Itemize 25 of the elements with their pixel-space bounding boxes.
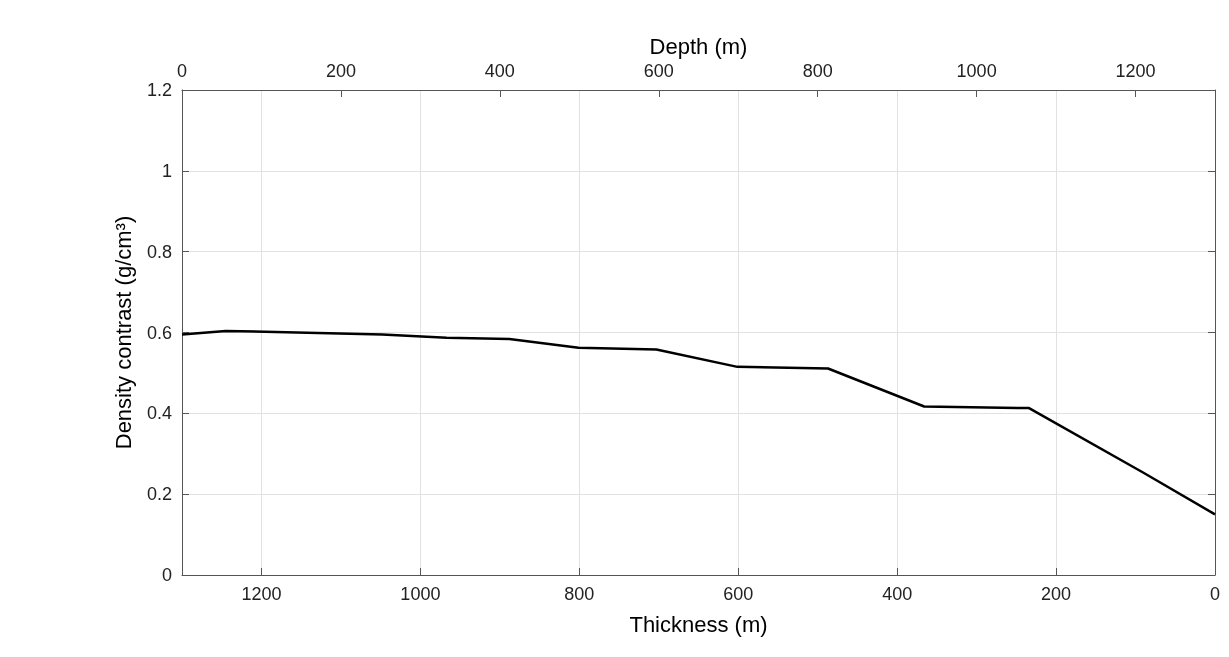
x2-axis-title: Depth (m)	[649, 33, 748, 59]
x2-tick-label: 0	[176, 61, 188, 81]
y-tick-label: 0.6	[146, 322, 172, 343]
line-series	[180, 329, 1217, 516]
x-tick-label: 200	[1041, 584, 1072, 604]
x2-tick-label: 800	[802, 61, 833, 81]
x-axis-title: Thickness (m)	[629, 611, 768, 637]
y-tick-label: 1.2	[146, 80, 172, 100]
y-tick-label: 0.8	[146, 241, 172, 262]
x2-tick-label: 600	[643, 61, 674, 81]
x-tick-label: 800	[564, 584, 595, 604]
x-tick-label: 1200	[241, 584, 282, 604]
x2-tick-label: 1000	[956, 61, 997, 81]
x-tick-label: 600	[723, 584, 754, 604]
x-tick-label: 1000	[400, 584, 441, 604]
x-tick-label: 400	[882, 584, 913, 604]
x-tick-label: 0	[1209, 584, 1221, 604]
y-tick-label: 0.4	[146, 403, 172, 424]
y-axis-title: Density contrast (g/cm³)	[110, 215, 136, 450]
y-tick-label: 0.2	[146, 484, 172, 505]
x2-tick-label: 400	[484, 61, 515, 81]
x2-tick-label: 200	[325, 61, 356, 81]
x2-tick-label: 1200	[1115, 61, 1156, 81]
y-tick-label: 1	[161, 160, 172, 181]
y-tick-label: 0	[161, 565, 172, 585]
